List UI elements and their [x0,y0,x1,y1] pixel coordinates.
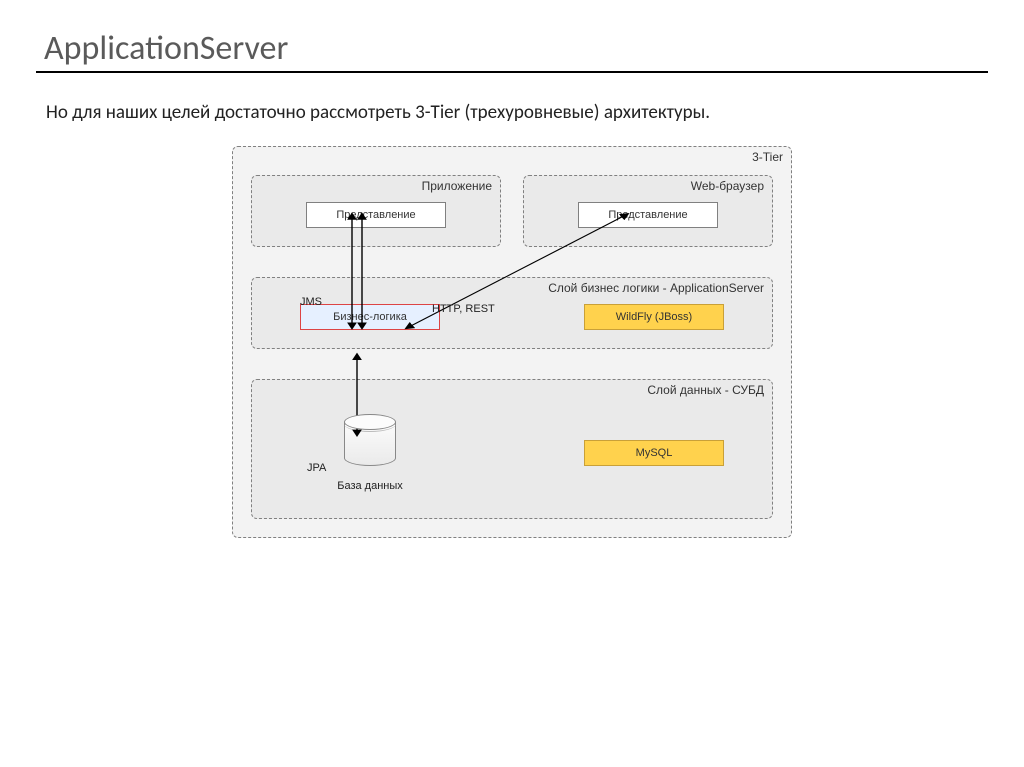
edge-label-http: HTTP, REST [432,303,495,315]
data-container: Слой данных - СУБД База данных MySQL [251,379,773,519]
outer-label: 3-Tier [752,150,783,164]
tier-presentation-row: Приложение Представление Web-браузер Пре… [251,175,773,247]
database-icon [344,414,396,474]
page-title: ApplicationServer [36,28,988,73]
wildfly-box: WildFly (JBoss) [584,304,724,330]
data-label: Слой данных - СУБД [647,383,764,397]
page-subtitle: Но для наших целей достаточно рассмотрет… [46,101,988,124]
app-label: Приложение [422,179,492,193]
slide: ApplicationServer Но для наших целей дос… [0,0,1024,767]
mysql-box: MySQL [584,440,724,466]
database-label: База данных [337,480,403,492]
browser-container: Web-браузер Представление [523,175,773,247]
diagram: 3-Tier Приложение Представление Web-брау… [232,146,792,538]
browser-label: Web-браузер [691,179,764,193]
presentation-box-app: Представление [306,202,446,228]
edge-label-jpa: JPA [307,462,326,474]
presentation-box-browser: Представление [578,202,718,228]
outer-container: 3-Tier Приложение Представление Web-брау… [232,146,792,538]
business-container: Слой бизнес логики - ApplicationServer Б… [251,277,773,349]
app-container: Приложение Представление [251,175,501,247]
business-label: Слой бизнес логики - ApplicationServer [548,281,764,295]
edge-label-jms: JMS [300,296,322,308]
